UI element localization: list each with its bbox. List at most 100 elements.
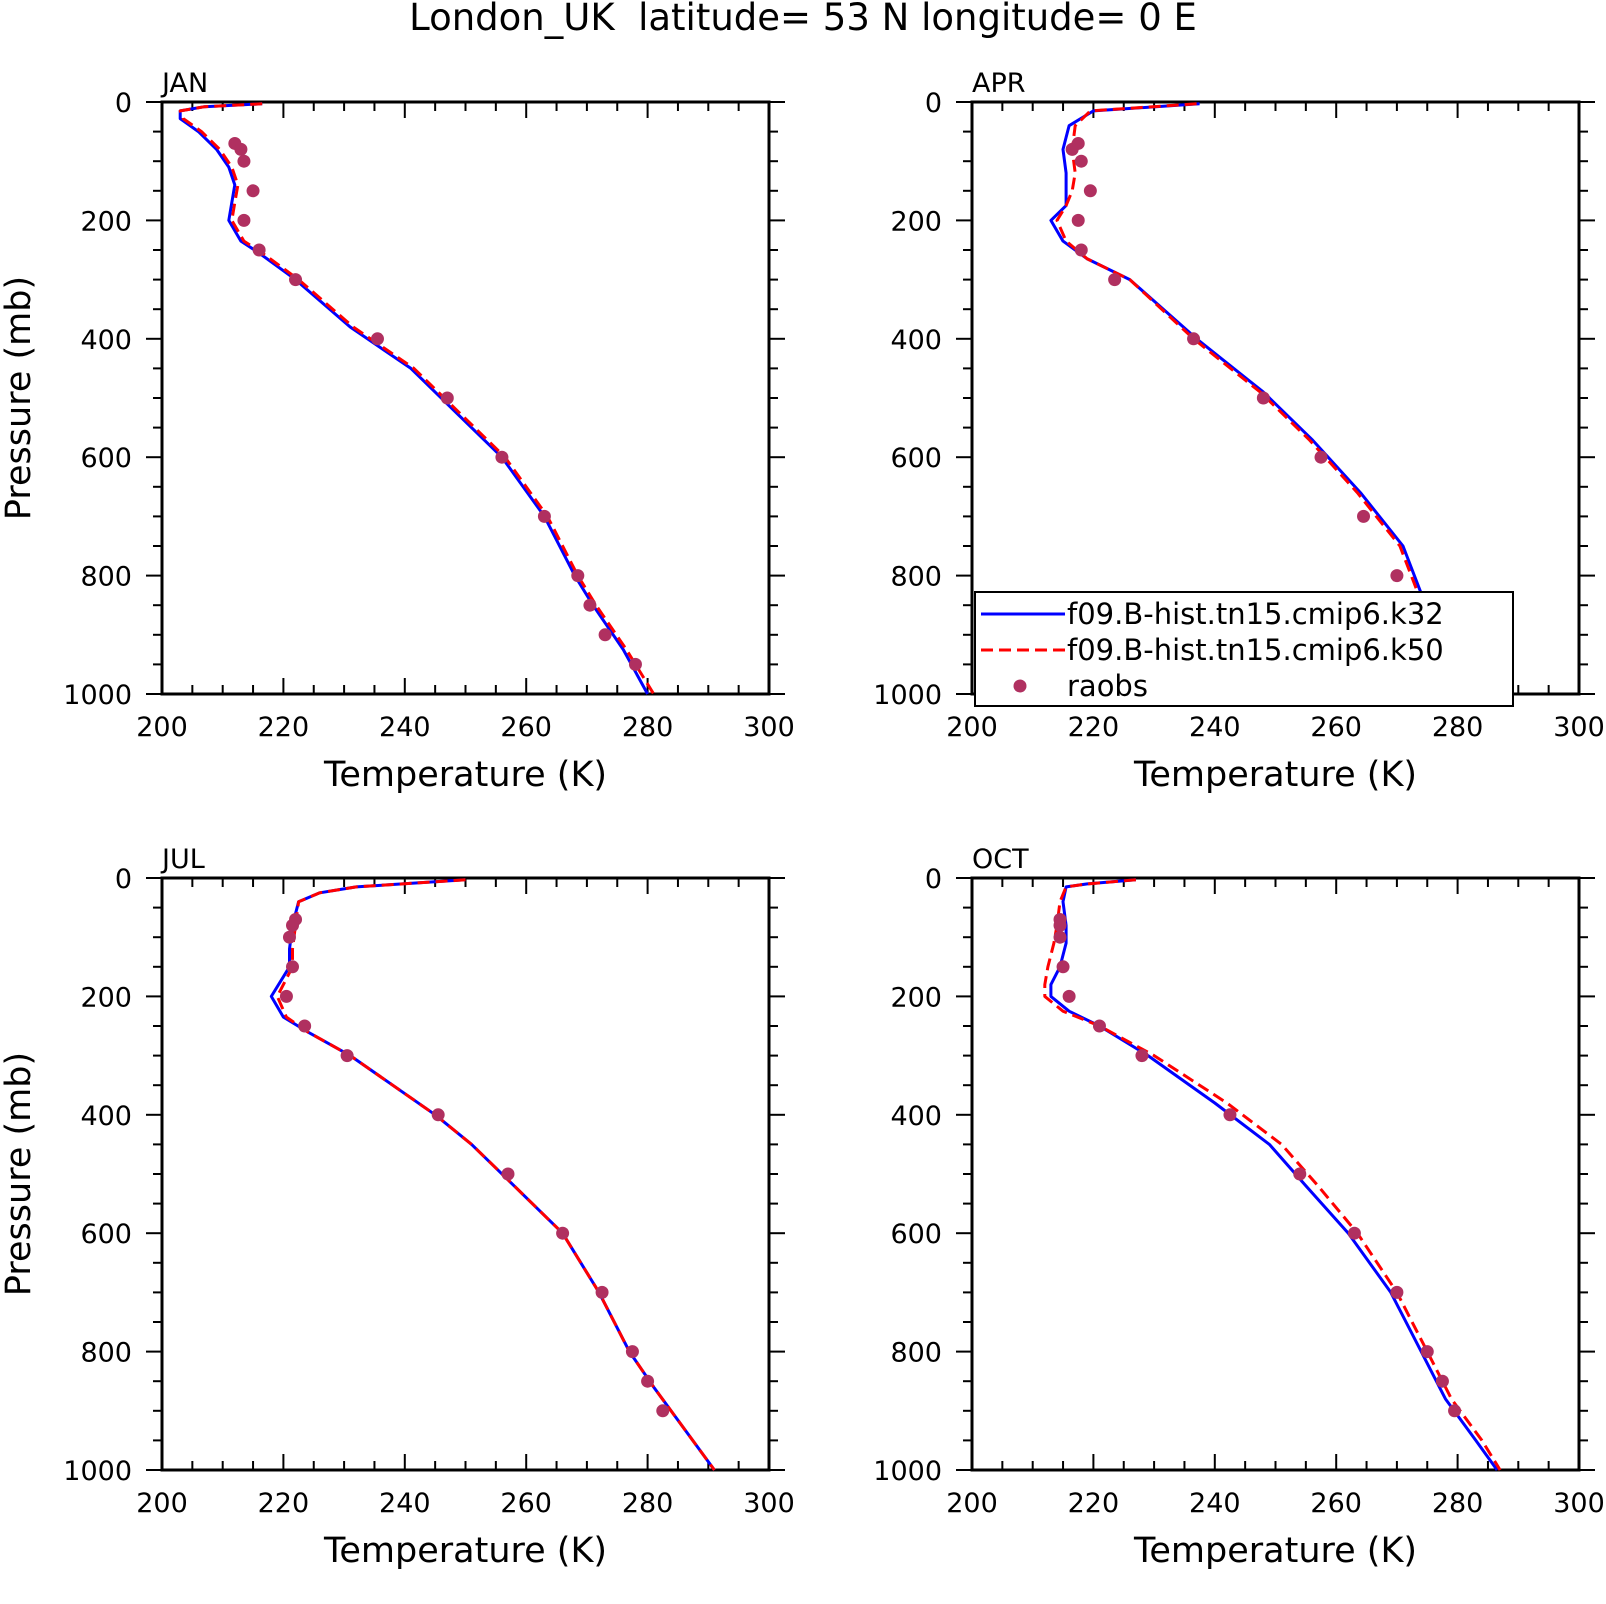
panel-apr-raobs-point: [1074, 243, 1088, 257]
panel-oct-raobs-point: [1448, 1404, 1462, 1418]
panel-jul-ytick-label: 400: [80, 1101, 132, 1132]
panel-jul-ytick-label: 0: [115, 864, 132, 895]
legend-label: raobs: [1067, 669, 1148, 703]
panel-jan-raobs-point: [583, 598, 597, 612]
panel-jan-xtick-label: 220: [258, 712, 310, 743]
panel-jul-raobs-point: [556, 1226, 570, 1240]
panel-oct-raobs-point: [1223, 1108, 1237, 1122]
panel-jan-raobs-point: [370, 332, 384, 346]
panel-apr-ytick-label: 400: [890, 325, 942, 356]
panel-oct-series-raobs: [1053, 912, 1462, 1418]
panel-jan-ytick-label: 600: [80, 443, 132, 474]
panel-jul-ytick-label: 1000: [63, 1456, 132, 1487]
panel-jul-raobs-point: [625, 1345, 639, 1359]
panel-oct-ytick-label: 1000: [873, 1456, 942, 1487]
panel-oct-xlabel: Temperature (K): [1133, 1531, 1417, 1571]
panel-jul-ytick-label: 600: [80, 1219, 132, 1250]
panel-jan-series-f09-b-hist-tn15-cmip6-k32: [178, 102, 649, 695]
panel-oct-raobs-point: [1053, 918, 1067, 932]
panel-oct-raobs-point: [1135, 1049, 1149, 1063]
panel-jan-ytick-label: 800: [80, 562, 132, 593]
panel-apr-ytick-label: 600: [890, 443, 942, 474]
panel-apr-raobs-point: [1083, 184, 1097, 198]
panel-jan-raobs-point: [495, 450, 509, 464]
panel-oct-xtick-label: 300: [1553, 1488, 1605, 1519]
panel-jul-ylabel: Pressure (mb): [0, 1052, 39, 1296]
panel-oct-xtick-label: 260: [1310, 1488, 1362, 1519]
panel-jan-raobs-point: [628, 657, 642, 671]
panel-apr-xtick-label: 240: [1189, 712, 1241, 743]
panel-jan-raobs-point: [571, 569, 585, 583]
panel-jul-raobs-point: [282, 930, 296, 944]
panel-oct-raobs-point: [1347, 1226, 1361, 1240]
panel-apr-raobs-point: [1108, 273, 1122, 287]
panel-jul-xtick-label: 300: [743, 1488, 795, 1519]
panel-apr-raobs-point: [1390, 569, 1404, 583]
panel-apr-ytick-label: 200: [890, 206, 942, 237]
panel-jul-xlabel: Temperature (K): [323, 1531, 607, 1571]
panel-jan-xtick-label: 240: [379, 712, 431, 743]
panel-oct-ytick-label: 800: [890, 1338, 942, 1369]
panel-jan-raobs-point: [252, 243, 266, 257]
panel-apr: APR 200 220 240 260 280 300 0 200 400 600 800 1000 Te…: [873, 68, 1604, 795]
panel-apr-title: APR: [972, 68, 1026, 99]
panel-apr-ytick-label: 800: [890, 562, 942, 593]
panel-jul-xtick-label: 280: [622, 1488, 674, 1519]
panel-oct-ytick-label: 200: [890, 982, 942, 1013]
panel-apr-raobs-point: [1071, 213, 1085, 227]
panel-oct-series-f09-b-hist-tn15-cmip6-k32: [1049, 878, 1499, 1471]
panel-jan-xlabel: Temperature (K): [323, 755, 607, 795]
panel-jul-title: JUL: [160, 844, 205, 875]
panel-jan-raobs-point: [440, 391, 454, 405]
panel-apr-xtick-label: 260: [1310, 712, 1362, 743]
panel-apr-ytick-label: 0: [925, 88, 942, 119]
panel-jan-raobs-point: [246, 184, 260, 198]
panel-oct-xtick-label: 200: [946, 1488, 998, 1519]
panel-jan-raobs-point: [537, 509, 551, 523]
legend-label: f09.B-hist.tn15.cmip6.k50: [1067, 633, 1444, 667]
panel-apr-xlabel: Temperature (K): [1133, 755, 1417, 795]
panel-jul-series-f09-b-hist-tn15-cmip6-k50: [275, 878, 716, 1471]
panel-jan-raobs-point: [237, 154, 251, 168]
panel-jul-raobs-point: [431, 1108, 445, 1122]
panel-jul-raobs-point: [279, 989, 293, 1003]
panel-oct-raobs-point: [1420, 1345, 1434, 1359]
panel-oct-xtick-label: 280: [1432, 1488, 1484, 1519]
figure-title: London_UK latitude= 53 N longitude= 0 E: [409, 0, 1197, 39]
panel-jan-ytick-label: 0: [115, 88, 132, 119]
panel-apr-series-raobs: [1065, 136, 1434, 642]
panel-oct-ytick-label: 400: [890, 1101, 942, 1132]
panel-jul-raobs-point: [641, 1374, 655, 1388]
panel-oct-ytick-label: 600: [890, 1219, 942, 1250]
panel-oct-series-f09-b-hist-tn15-cmip6-k50: [1043, 878, 1502, 1471]
panel-jul-raobs-point: [298, 1019, 312, 1033]
panel-jan-xtick-label: 260: [500, 712, 552, 743]
panel-jan-xtick-label: 200: [136, 712, 188, 743]
panel-oct-raobs-point: [1390, 1285, 1404, 1299]
panel-oct-xtick-label: 220: [1068, 1488, 1120, 1519]
panel-jan-raobs-point: [289, 273, 303, 287]
panel-jan-series-f09-b-hist-tn15-cmip6-k50: [178, 102, 655, 695]
panel-jul-xtick-label: 260: [500, 1488, 552, 1519]
panel-oct-raobs-point: [1056, 960, 1070, 974]
panel-oct: OCT 200 220 240 260 280 300 0 200 400 600 800 1000 Te…: [873, 844, 1604, 1571]
panel-oct-raobs-point: [1062, 989, 1076, 1003]
panel-jul-raobs-point: [656, 1404, 670, 1418]
panel-apr-raobs-point: [1074, 154, 1088, 168]
panel-jul-raobs-point: [340, 1049, 354, 1063]
panel-oct-raobs-point: [1053, 930, 1067, 944]
panel-apr-xtick-label: 280: [1432, 712, 1484, 743]
panel-jul-series-raobs: [279, 912, 670, 1418]
panel-jul-xtick-label: 240: [379, 1488, 431, 1519]
panel-jan-ytick-label: 400: [80, 325, 132, 356]
panel-jul-ytick-label: 200: [80, 982, 132, 1013]
panel-jul-raobs-point: [286, 918, 300, 932]
panel-jan-raobs-point: [234, 142, 248, 156]
panel-jan-series-raobs: [228, 136, 642, 671]
panel-jul-frame: [160, 876, 771, 1472]
panel-oct-ytick-label: 0: [925, 864, 942, 895]
panel-jan-ylabel: Pressure (mb): [0, 276, 39, 520]
panel-oct-title: OCT: [972, 844, 1029, 875]
